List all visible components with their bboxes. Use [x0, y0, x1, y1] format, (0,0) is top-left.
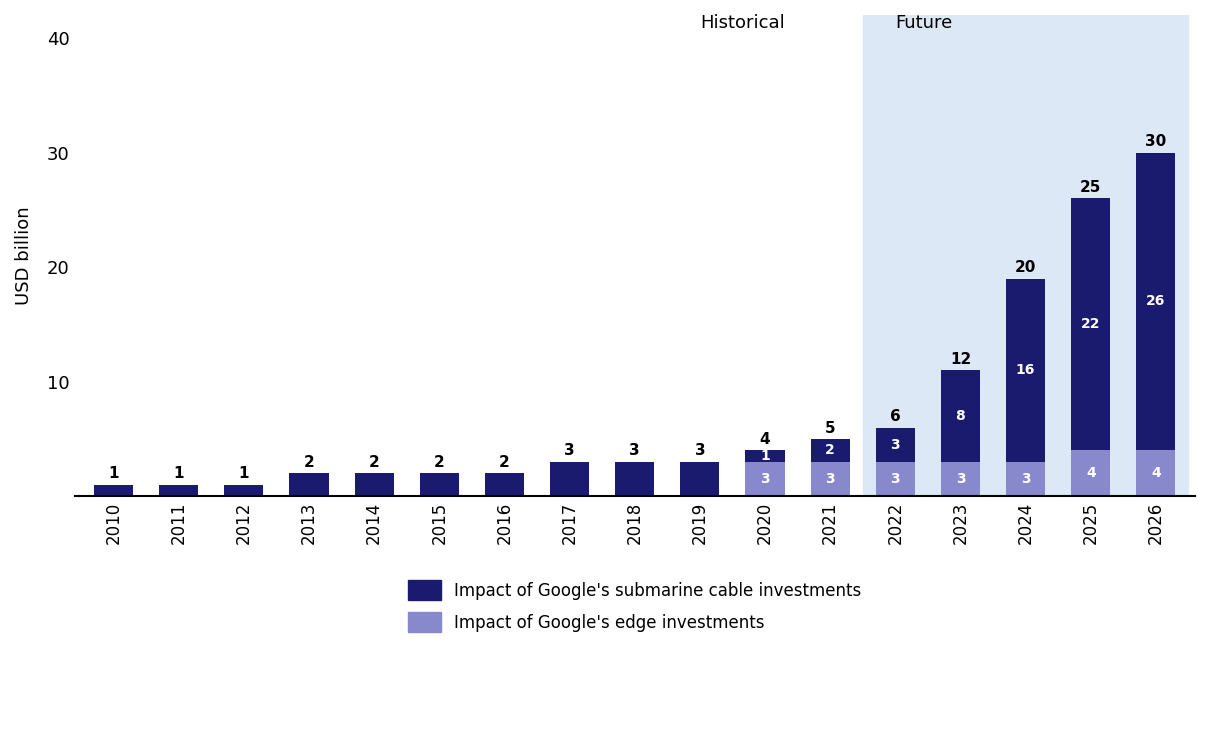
- Text: 30: 30: [1146, 134, 1166, 149]
- Bar: [551, 462, 589, 496]
- Text: 6: 6: [891, 409, 900, 424]
- Bar: [876, 428, 915, 462]
- Text: 1: 1: [760, 449, 770, 464]
- Bar: [941, 462, 980, 496]
- Text: 3: 3: [629, 444, 640, 458]
- Text: 1: 1: [238, 466, 249, 481]
- Bar: [941, 370, 980, 462]
- Text: 3: 3: [564, 444, 575, 458]
- Bar: [745, 462, 784, 496]
- Bar: [355, 473, 393, 496]
- Text: 25: 25: [1081, 180, 1101, 195]
- Text: 3: 3: [760, 472, 770, 486]
- Bar: [1136, 450, 1175, 496]
- Text: 22: 22: [1081, 318, 1101, 331]
- Bar: [1006, 462, 1045, 496]
- Text: 20: 20: [1015, 260, 1036, 275]
- Bar: [224, 485, 264, 496]
- Text: 3: 3: [956, 472, 966, 486]
- Text: 26: 26: [1146, 294, 1165, 309]
- Bar: [680, 462, 720, 496]
- Text: 3: 3: [891, 438, 900, 452]
- Text: Future: Future: [895, 14, 952, 32]
- Bar: [160, 485, 198, 496]
- Bar: [615, 462, 655, 496]
- Text: 2: 2: [369, 455, 380, 470]
- Text: 2: 2: [825, 443, 835, 458]
- Y-axis label: USD billion: USD billion: [15, 207, 33, 305]
- Bar: [1071, 450, 1111, 496]
- Bar: [1136, 153, 1175, 450]
- Bar: [811, 439, 849, 462]
- Text: 4: 4: [760, 432, 771, 447]
- Text: Historical: Historical: [699, 14, 784, 32]
- Bar: [1071, 199, 1111, 450]
- Text: 1: 1: [109, 466, 119, 481]
- Bar: [485, 473, 524, 496]
- Text: 5: 5: [825, 420, 835, 436]
- Text: 2: 2: [499, 455, 509, 470]
- Text: 1: 1: [173, 466, 184, 481]
- Text: 16: 16: [1016, 364, 1036, 377]
- Bar: [94, 485, 133, 496]
- Bar: [811, 462, 849, 496]
- Bar: [863, 15, 1188, 496]
- Text: 3: 3: [1021, 472, 1031, 486]
- Text: 4: 4: [1085, 466, 1095, 480]
- Legend: Impact of Google's submarine cable investments, Impact of Google's edge investme: Impact of Google's submarine cable inves…: [408, 580, 862, 632]
- Bar: [745, 450, 784, 462]
- Text: 3: 3: [825, 472, 835, 486]
- Text: 8: 8: [956, 409, 966, 423]
- Text: 3: 3: [891, 472, 900, 486]
- Bar: [1006, 279, 1045, 462]
- Text: 12: 12: [950, 352, 972, 366]
- Bar: [876, 462, 915, 496]
- Bar: [289, 473, 329, 496]
- Text: 2: 2: [304, 455, 315, 470]
- Text: 3: 3: [695, 444, 705, 458]
- Text: 2: 2: [434, 455, 445, 470]
- Text: 4: 4: [1151, 466, 1160, 480]
- Bar: [420, 473, 459, 496]
